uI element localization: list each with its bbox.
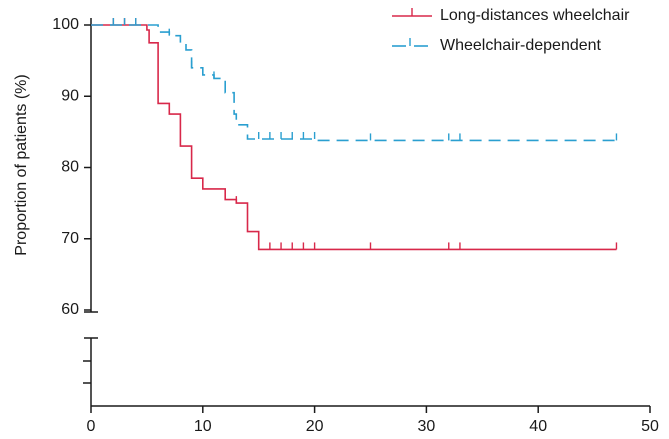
legend-entry: Wheelchair-dependent (392, 37, 602, 54)
x-tick-label: 20 (306, 418, 324, 435)
x-tick-label: 40 (529, 418, 547, 435)
legend: Long-distances wheelchair Wheelchair-depe… (392, 7, 630, 54)
x-tick-label: 50 (641, 418, 659, 435)
y-axis (83, 18, 98, 406)
x-tick-label: 30 (418, 418, 436, 435)
y-tick-label: 70 (61, 230, 79, 247)
y-tick-label: 90 (61, 87, 79, 104)
series-wheelchair-dependent (91, 18, 618, 142)
x-tick-label: 10 (194, 418, 212, 435)
x-tick-label: 0 (87, 418, 96, 435)
y-axis-title: Proportion of patients (%) (13, 74, 30, 255)
y-tick-label: 60 (61, 301, 79, 318)
series-line (91, 24, 617, 142)
legend-entry: Long-distances wheelchair (392, 7, 630, 24)
legend-label: Wheelchair-dependent (440, 37, 602, 54)
y-tick-label: 100 (52, 16, 79, 33)
y-tick-label: 80 (61, 159, 79, 176)
series-line (91, 24, 617, 251)
legend-label: Long-distances wheelchair (440, 7, 630, 24)
